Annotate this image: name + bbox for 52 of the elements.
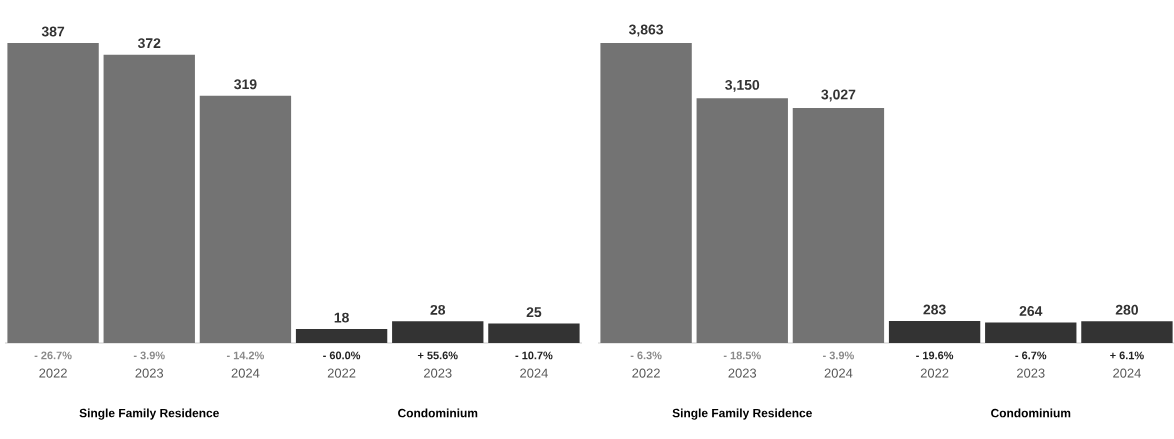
text: + 55.6%: [417, 351, 458, 360]
x-tick-label: 2024: [520, 368, 548, 378]
text: Single Family Residence: [672, 408, 812, 420]
bar: [392, 321, 484, 343]
data-label: 319: [234, 79, 257, 90]
data-label: 25: [526, 307, 542, 318]
bar: [600, 43, 692, 343]
x-tick-label: 2024: [824, 368, 853, 378]
x-tick-label: 2023: [728, 368, 757, 378]
bar: [103, 54, 195, 343]
x-tick-label: 2024: [231, 368, 260, 378]
text: - 6.7%: [1015, 351, 1047, 360]
data-label: 283: [923, 304, 946, 315]
x-tick-label: 2023: [1017, 368, 1045, 378]
x-tick-label: 2023: [424, 368, 452, 378]
text: Condominium: [991, 408, 1071, 418]
text: - 6.3%: [630, 351, 662, 360]
text: - 3.9%: [823, 351, 854, 360]
x-tick-label: 2022: [327, 368, 356, 378]
data-label: 264: [1019, 306, 1043, 316]
bar: [985, 322, 1077, 343]
text: - 3.9%: [133, 351, 165, 360]
data-label: 3,027: [821, 89, 856, 102]
bar: [792, 107, 885, 343]
text: - 19.6%: [916, 351, 954, 360]
bar: [295, 329, 388, 343]
text: + 6.1%: [1110, 351, 1144, 360]
x-tick-label: 2024: [1113, 368, 1141, 378]
data-label: 387: [41, 26, 65, 37]
text: - 10.7%: [515, 351, 553, 360]
data-label: 3,150: [725, 79, 760, 92]
data-label: 3,863: [628, 24, 664, 37]
x-tick-label: 2022: [39, 368, 67, 378]
text: - 18.5%: [723, 351, 761, 360]
bar: [488, 323, 580, 343]
x-tick-label: 2022: [632, 368, 660, 378]
data-label: 18: [334, 312, 349, 323]
bar: [1081, 321, 1173, 343]
bar: [696, 98, 788, 343]
data-label: 372: [137, 38, 161, 49]
data-label: 28: [430, 304, 446, 315]
bar: [7, 43, 99, 343]
bar: [888, 321, 981, 343]
text: - 60.0%: [323, 351, 361, 360]
text: - 14.2%: [226, 351, 264, 360]
bar: [199, 95, 292, 343]
x-tick-label: 2023: [135, 368, 164, 378]
text: Condominium: [398, 408, 478, 418]
x-tick-label: 2022: [920, 368, 949, 378]
text: - 26.7%: [34, 351, 72, 360]
data-label: 280: [1115, 304, 1138, 315]
text: Single Family Residence: [79, 408, 219, 420]
